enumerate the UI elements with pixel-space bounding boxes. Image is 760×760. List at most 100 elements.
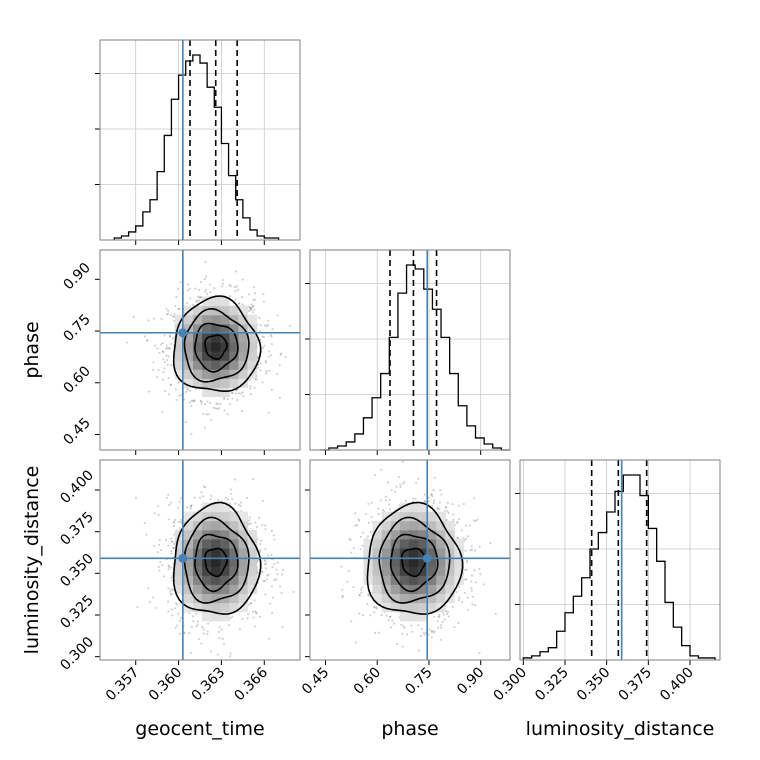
density-cell xyxy=(427,593,437,604)
density-cell xyxy=(220,378,230,388)
sample-point xyxy=(229,403,231,406)
sample-point xyxy=(200,402,203,405)
sample-point xyxy=(200,296,203,299)
density-cell xyxy=(390,548,401,558)
sample-point xyxy=(267,554,269,557)
sample-point xyxy=(157,566,160,568)
sample-point xyxy=(199,399,202,402)
density-cell xyxy=(174,342,185,352)
sample-point xyxy=(248,305,250,308)
sample-point xyxy=(421,627,423,630)
sample-point xyxy=(346,580,349,583)
sample-point xyxy=(276,373,279,376)
sample-point xyxy=(178,307,181,310)
sample-point xyxy=(272,596,274,599)
sample-point xyxy=(170,588,173,591)
sample-point xyxy=(433,630,436,633)
density-cell xyxy=(372,566,383,576)
sample-point xyxy=(478,652,481,655)
sample-point xyxy=(240,410,243,412)
corner-panels: 0.300 0.325 0.350 0.375 0.4000.450.600.750.9… xyxy=(57,39,721,704)
sample-point xyxy=(187,289,189,292)
density-cell xyxy=(372,529,383,540)
sample-point xyxy=(176,624,178,627)
sample-point xyxy=(177,287,180,290)
sample-point xyxy=(432,631,435,634)
sample-point xyxy=(462,503,465,505)
sample-point xyxy=(465,568,468,571)
sample-point xyxy=(424,500,426,503)
sample-point xyxy=(438,508,441,511)
sample-point xyxy=(168,335,171,338)
density-cell xyxy=(183,593,194,604)
sample-point xyxy=(187,388,189,391)
sample-point xyxy=(379,499,382,502)
sample-point xyxy=(172,547,174,549)
sample-point xyxy=(417,649,420,652)
sample-point xyxy=(281,573,283,576)
density-cell xyxy=(399,593,410,604)
sample-point xyxy=(471,548,473,551)
sample-point xyxy=(271,530,273,532)
sample-point xyxy=(239,627,241,630)
sample-point xyxy=(464,549,467,552)
sample-point xyxy=(370,516,373,519)
sample-point xyxy=(433,615,436,618)
density-cell xyxy=(202,502,212,513)
sample-point xyxy=(198,296,201,299)
sample-point xyxy=(180,593,183,596)
xlabel-phase: phase xyxy=(381,718,438,740)
density-cell xyxy=(427,557,437,567)
density-cell xyxy=(417,502,428,513)
density-cell xyxy=(238,511,249,522)
sample-point xyxy=(261,335,264,338)
density-cell xyxy=(427,511,437,522)
sample-point xyxy=(170,343,173,345)
sample-point xyxy=(388,503,391,506)
sample-point xyxy=(458,585,460,588)
sample-point xyxy=(158,539,161,541)
contour-line xyxy=(194,533,239,593)
density-cell xyxy=(192,378,203,388)
sample-point xyxy=(390,489,393,492)
sample-point xyxy=(186,387,189,390)
sample-point xyxy=(217,653,219,656)
density-cell xyxy=(417,529,428,540)
sample-point xyxy=(257,364,260,366)
sample-point xyxy=(268,369,271,372)
sample-point xyxy=(260,539,263,542)
sample-point xyxy=(234,298,237,301)
sample-point xyxy=(173,344,175,347)
xlabel-luminosity-distance: luminosity_distance xyxy=(526,718,715,740)
density-cell xyxy=(220,538,230,549)
density-cell xyxy=(238,529,249,540)
sample-point xyxy=(179,632,182,635)
sample-point xyxy=(267,319,270,322)
sample-point xyxy=(455,591,458,593)
sample-point xyxy=(282,569,284,571)
density-cell xyxy=(211,575,221,585)
density-cell xyxy=(229,351,239,361)
sample-point xyxy=(154,344,157,347)
sample-point xyxy=(177,506,180,509)
density-cell xyxy=(202,593,212,604)
xlabel-geocent-time: geocent_time xyxy=(135,718,264,740)
sample-point xyxy=(252,616,255,619)
sample-point xyxy=(428,628,431,631)
sample-point xyxy=(252,311,254,314)
density-cell xyxy=(211,296,221,307)
sample-point xyxy=(248,516,251,519)
density-cell xyxy=(390,584,401,594)
density-cell xyxy=(211,511,221,522)
sample-point xyxy=(162,378,164,381)
sample-point xyxy=(269,602,272,605)
sample-point xyxy=(165,354,168,357)
sample-point xyxy=(223,452,225,454)
sample-point xyxy=(202,485,205,488)
sample-point xyxy=(163,361,166,364)
density-cell xyxy=(202,323,212,334)
sample-point xyxy=(370,501,373,504)
density-cell xyxy=(220,305,230,316)
density-cell xyxy=(238,548,249,558)
sample-point xyxy=(280,352,283,355)
